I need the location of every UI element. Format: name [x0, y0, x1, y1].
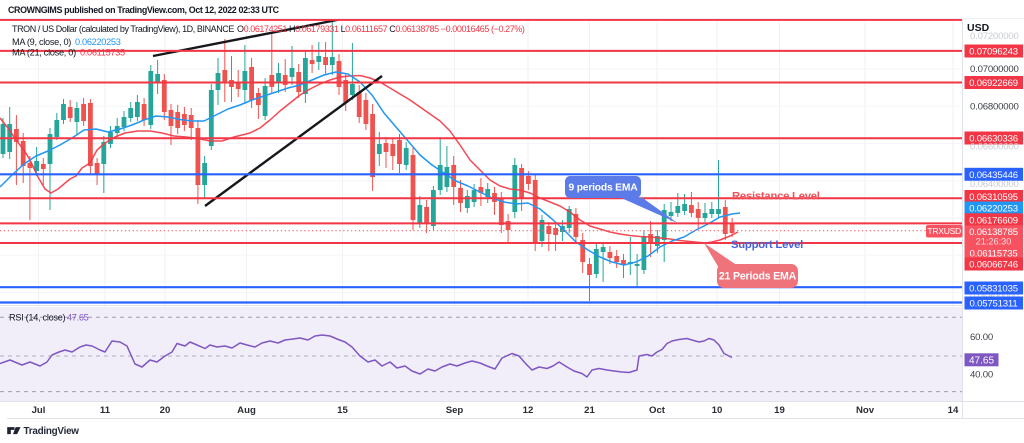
svg-text:USD: USD	[967, 22, 990, 34]
svg-text:Oct: Oct	[649, 405, 666, 416]
svg-text:14: 14	[948, 405, 959, 416]
svg-text:TRON / US Dollar (calculated b: TRON / US Dollar (calculated by TradingV…	[12, 24, 525, 34]
svg-text:0.05751311: 0.05751311	[970, 299, 1018, 310]
svg-text:40.00: 40.00	[970, 370, 993, 381]
svg-text:Aug: Aug	[237, 405, 256, 416]
svg-text:0.06115735: 0.06115735	[970, 249, 1018, 260]
svg-text:0.06800000: 0.06800000	[970, 102, 1019, 113]
svg-text:MA (21, close, 0)0.06115735: MA (21, close, 0) 0.06115735	[12, 48, 125, 58]
svg-text:0.06066746: 0.06066746	[969, 260, 1018, 271]
svg-text:0.06400000: 0.06400000	[970, 179, 1019, 190]
svg-text:0.06922669: 0.06922669	[969, 78, 1018, 89]
svg-text:9 periods EMA: 9 periods EMA	[569, 183, 639, 194]
svg-text:60.00: 60.00	[970, 332, 993, 343]
svg-text:Nov: Nov	[856, 405, 875, 416]
svg-text:0.06630336: 0.06630336	[969, 134, 1018, 145]
svg-text:0.06435446: 0.06435446	[969, 170, 1018, 181]
svg-text:20: 20	[160, 405, 171, 416]
svg-text:Support Level: Support Level	[731, 239, 803, 251]
svg-text:0.06310595: 0.06310595	[969, 192, 1018, 203]
svg-text:0.06600000: 0.06600000	[970, 142, 1019, 153]
svg-text:TradingView: TradingView	[24, 426, 80, 437]
svg-text:15: 15	[337, 405, 348, 416]
svg-text:21:26:30: 21:26:30	[976, 236, 1012, 246]
svg-text:MA (9, close, 0)0.06220253: MA (9, close, 0) 0.06220253	[12, 37, 121, 47]
svg-text:0.07096243: 0.07096243	[969, 47, 1018, 58]
svg-text:0.06138785: 0.06138785	[969, 227, 1018, 238]
svg-text:0.05831035: 0.05831035	[969, 284, 1018, 295]
svg-text:12: 12	[523, 405, 534, 416]
svg-text:CROWNGIMS published on Trading: CROWNGIMS published on TradingView.com, …	[8, 5, 280, 15]
svg-text:19: 19	[774, 405, 785, 416]
svg-text:10: 10	[712, 405, 723, 416]
svg-text:0.07200000: 0.07200000	[970, 31, 1019, 42]
svg-text:0.06176609: 0.06176609	[969, 215, 1018, 226]
svg-text:Sep: Sep	[446, 405, 464, 416]
svg-text:Resistance Level: Resistance Level	[732, 191, 820, 203]
svg-text:47.65: 47.65	[969, 355, 994, 366]
svg-text:0.06220253: 0.06220253	[969, 204, 1018, 215]
svg-text:21: 21	[584, 405, 595, 416]
svg-text:0.07000000: 0.07000000	[970, 64, 1019, 75]
svg-text:Jul: Jul	[32, 405, 46, 416]
svg-text:TRXUSD: TRXUSD	[927, 226, 961, 236]
svg-text:11: 11	[100, 405, 111, 416]
svg-text:RSI (14, close)47.65: RSI (14, close) 47.65	[9, 313, 89, 323]
svg-text:21 Periods EMA: 21 Periods EMA	[719, 271, 797, 283]
